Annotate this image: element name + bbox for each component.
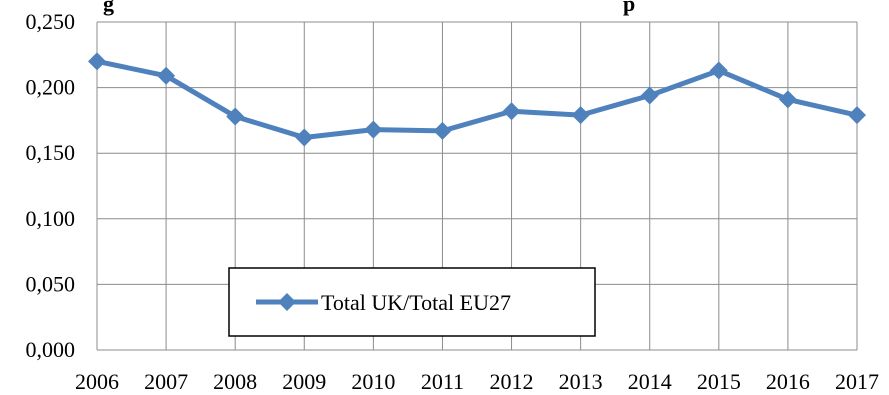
data-point-marker (640, 86, 659, 105)
data-point-marker (848, 106, 866, 125)
data-point-marker (295, 128, 314, 147)
x-tick-label: 2008 (213, 369, 257, 394)
data-point-marker (433, 121, 452, 140)
legend-label: Total UK/Total EU27 (321, 290, 511, 315)
x-tick-label: 2013 (559, 369, 603, 394)
y-tick-label: 0,150 (26, 140, 76, 165)
x-tick-label: 2016 (766, 369, 810, 394)
data-point-marker (226, 107, 245, 126)
data-point-marker (157, 66, 176, 85)
y-tick-label: 0,000 (26, 337, 76, 362)
y-tick-label: 0,050 (26, 271, 76, 296)
series-group (88, 52, 866, 147)
data-point-marker (502, 102, 521, 121)
data-point-marker (88, 52, 106, 71)
y-axis-tick-labels: 0,000 0,050 0,100 0,150 0,200 0,250 (26, 9, 76, 362)
x-tick-label: 2011 (421, 369, 464, 394)
title-fragment-right: p (623, 0, 635, 16)
legend-marker-swatch (278, 293, 296, 311)
data-point-marker (709, 61, 728, 80)
y-tick-label: 0,200 (26, 75, 76, 100)
data-point-marker (778, 90, 797, 109)
x-tick-label: 2012 (490, 369, 534, 394)
x-tick-label: 2007 (144, 369, 188, 394)
series-line (96, 58, 858, 140)
data-point-marker (571, 106, 590, 125)
x-tick-label: 2015 (697, 369, 741, 394)
y-tick-label: 0,100 (26, 206, 76, 231)
x-tick-label: 2014 (628, 369, 672, 394)
x-tick-label: 2017 (835, 369, 879, 394)
data-point-marker (364, 120, 383, 139)
title-fragment-left: g (103, 0, 114, 16)
y-tick-label: 0,250 (26, 9, 76, 34)
x-axis-tick-labels: 2006 2007 2008 2009 2010 2011 2012 2013 2014 2015… (75, 369, 879, 394)
x-tick-label: 2006 (75, 369, 119, 394)
legend: Total UK/Total EU27 (228, 267, 596, 337)
x-tick-label: 2009 (282, 369, 326, 394)
x-tick-label: 2010 (351, 369, 395, 394)
